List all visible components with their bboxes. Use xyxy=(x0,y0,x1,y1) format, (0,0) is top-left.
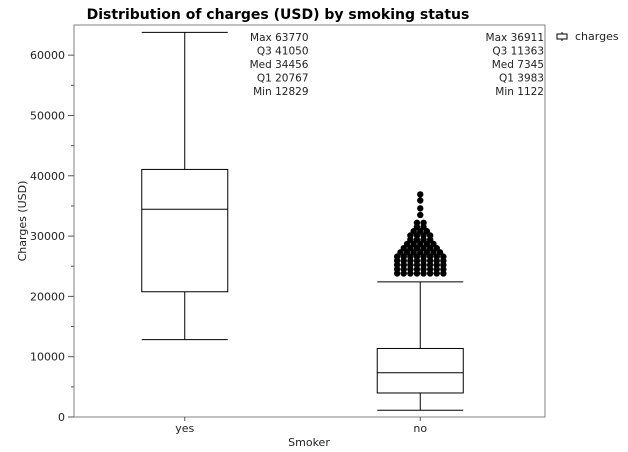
box-no xyxy=(376,191,464,411)
stat-label: Min 12829 xyxy=(253,86,308,98)
outlier-point xyxy=(413,219,421,227)
outlier-point xyxy=(420,219,427,227)
stat-label: Max 63770 xyxy=(250,32,308,44)
outlier-point xyxy=(417,191,424,198)
stat-label: Q1 20767 xyxy=(257,73,309,85)
outlier-point xyxy=(417,205,424,212)
outlier-point xyxy=(417,197,424,204)
stat-label: Q1 3983 xyxy=(499,73,544,85)
y-tick-label: 60000 xyxy=(30,49,65,62)
x-axis-label: Smoker xyxy=(288,436,330,449)
y-tick-label: 10000 xyxy=(30,351,65,364)
stat-label: Max 36911 xyxy=(486,32,544,44)
plot-frame xyxy=(73,24,546,418)
iqr-box xyxy=(376,347,464,394)
y-tick-label: 20000 xyxy=(30,290,65,303)
y-axis-label: Charges (USD) xyxy=(16,181,29,262)
y-tick-label: 30000 xyxy=(30,230,65,243)
legend-box-icon xyxy=(556,32,568,41)
y-axis: 0 10000 20000 30000 40000 50000 60000 xyxy=(30,49,74,424)
x-axis: yes no xyxy=(175,417,427,435)
x-tick-label-no: no xyxy=(413,422,427,435)
y-tick-label: 0 xyxy=(58,411,65,424)
y-tick-label: 50000 xyxy=(30,109,65,122)
stat-label: Q3 41050 xyxy=(257,46,309,58)
chart-title: Distribution of charges (USD) by smoking… xyxy=(87,7,470,23)
y-tick-label: 40000 xyxy=(30,170,65,183)
legend-label: charges xyxy=(575,30,619,43)
stat-label: Med 7345 xyxy=(492,59,544,71)
outlier-point xyxy=(417,211,424,219)
stat-label: Med 34456 xyxy=(250,59,309,71)
stat-label: Q3 11363 xyxy=(492,46,544,58)
iqr-box xyxy=(141,168,229,293)
x-tick-label-yes: yes xyxy=(175,422,194,435)
legend: charges xyxy=(556,30,619,43)
stat-label: Min 1122 xyxy=(495,86,544,98)
box-yes xyxy=(141,31,229,341)
boxes xyxy=(141,31,464,411)
